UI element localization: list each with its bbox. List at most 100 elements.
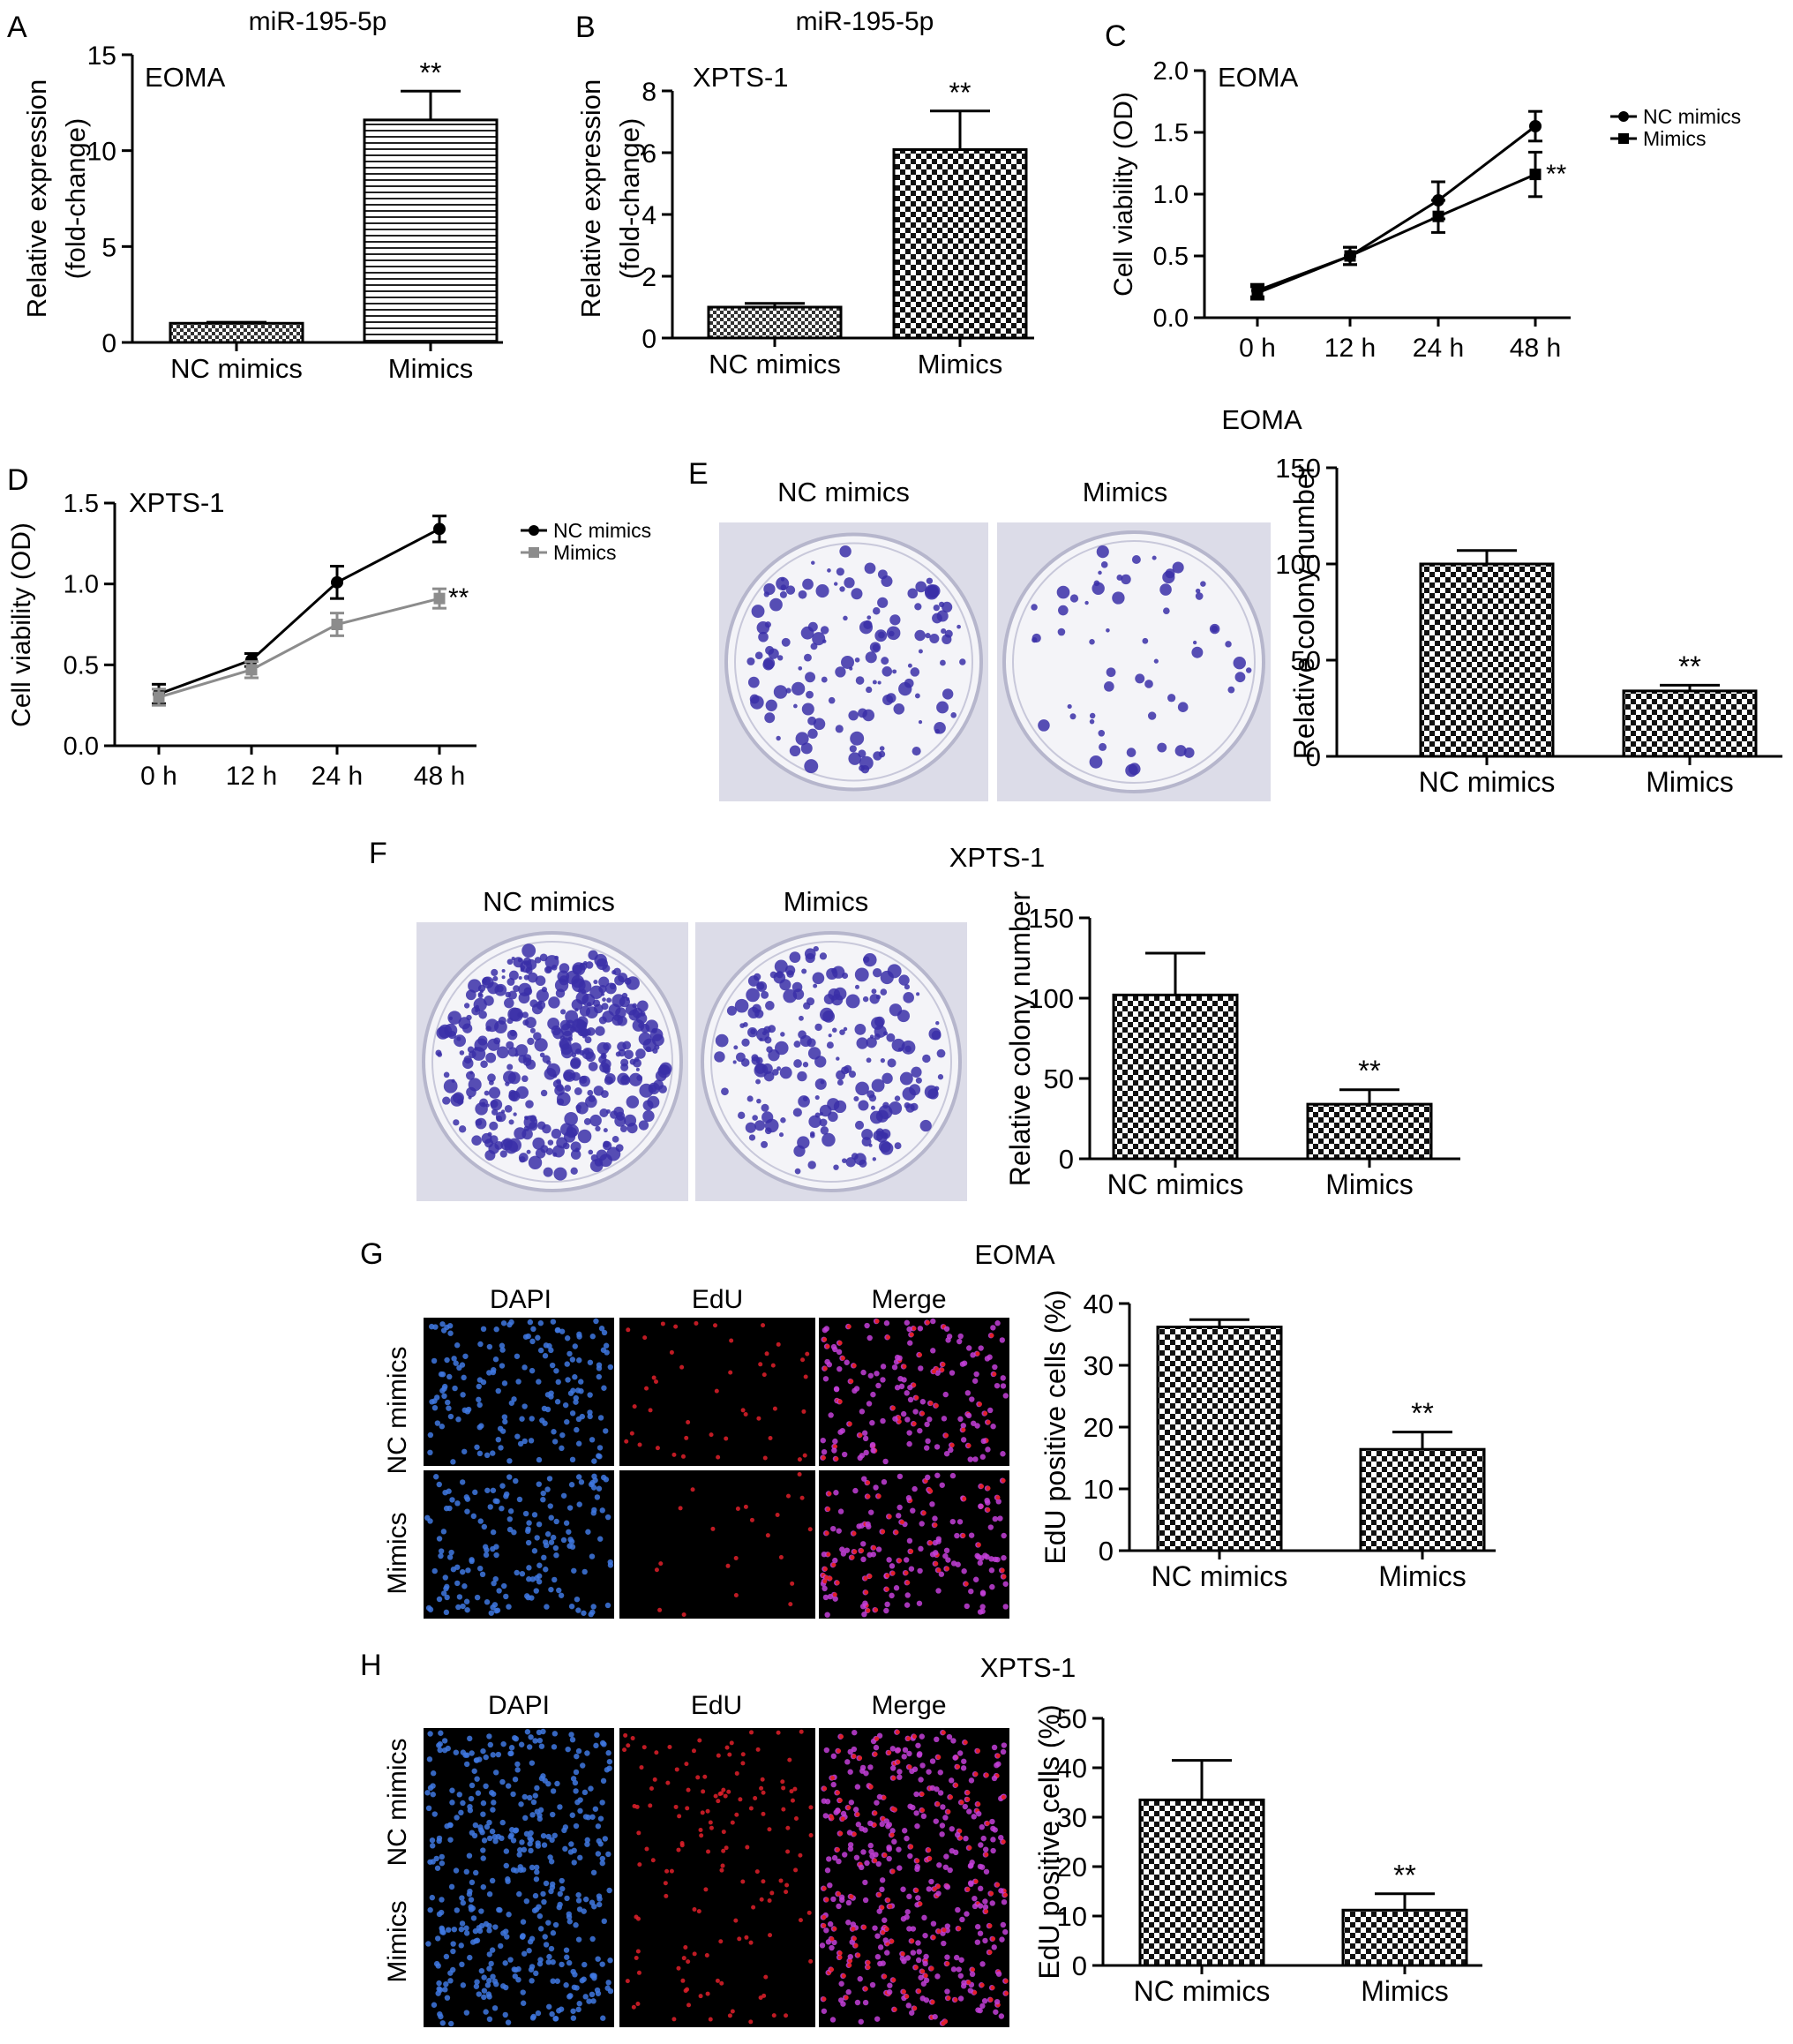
cell-nucleus <box>436 1742 442 1748</box>
colony <box>501 969 506 973</box>
cell-nucleus <box>671 2017 677 2022</box>
cell-nucleus <box>545 1833 551 1840</box>
colony <box>605 1108 611 1114</box>
cell-nucleus <box>933 1818 939 1824</box>
legend-marker <box>1618 111 1629 122</box>
cell-nucleus <box>531 1512 538 1518</box>
colony <box>484 996 494 1006</box>
cell-nucleus <box>573 1788 579 1794</box>
colony <box>714 1051 725 1063</box>
cell-nucleus <box>686 1787 691 1792</box>
cell-nucleus <box>557 1804 563 1810</box>
cell-nucleus <box>499 1778 506 1785</box>
cell-nucleus <box>685 1806 690 1811</box>
cell-nucleus <box>845 1920 851 1926</box>
colony <box>916 992 920 996</box>
cell-nucleus <box>823 1326 830 1332</box>
cell-nucleus <box>920 1980 927 1987</box>
colony <box>814 1078 827 1090</box>
edu-positive-nucleus <box>973 1771 979 1777</box>
colony <box>845 994 860 1009</box>
cell-nucleus <box>942 1864 949 1870</box>
cell-nucleus <box>827 1882 833 1889</box>
cell-nucleus <box>493 1544 499 1550</box>
colony <box>1126 748 1137 757</box>
edu-positive-nucleus <box>837 1399 843 1404</box>
cell-nucleus <box>443 1953 450 1960</box>
edu-positive-nucleus <box>914 1395 919 1401</box>
colony <box>456 1036 461 1041</box>
cell-nucleus <box>522 1510 529 1517</box>
cell-nucleus <box>476 1401 483 1409</box>
cell-nucleus <box>748 2019 754 2025</box>
cell-nucleus <box>683 1988 688 1994</box>
colony <box>865 651 877 664</box>
cell-nucleus <box>543 1567 549 1573</box>
cell-nucleus <box>830 1896 836 1903</box>
colony <box>753 973 761 981</box>
cell-nucleus <box>845 1988 851 1995</box>
cell-nucleus <box>594 1732 600 1739</box>
cell-nucleus <box>460 1899 467 1906</box>
cell-nucleus <box>944 1988 950 1995</box>
cell-nucleus <box>550 1958 556 1965</box>
cell-nucleus <box>530 2013 536 2020</box>
colony <box>761 1140 769 1148</box>
cell-nucleus <box>939 1482 945 1488</box>
cell-nucleus <box>486 1928 492 1934</box>
cell-nucleus <box>587 1359 594 1365</box>
cell-nucleus <box>533 1588 539 1594</box>
cell-nucleus <box>532 1738 538 1744</box>
cell-nucleus <box>979 1590 987 1597</box>
colony <box>855 1081 869 1096</box>
colony <box>812 972 825 985</box>
colony <box>596 1149 608 1161</box>
edu-positive-nucleus <box>1003 1979 1009 1984</box>
edu-positive-nucleus <box>984 1772 989 1777</box>
cell-nucleus <box>501 1582 507 1589</box>
y-tick-label: 1.0 <box>64 571 99 599</box>
colony <box>764 621 771 628</box>
cell-nucleus <box>445 1745 451 1752</box>
cell-nucleus <box>490 1487 497 1493</box>
cell-nucleus <box>851 1729 858 1736</box>
cell-nucleus <box>910 1950 917 1956</box>
bar <box>1622 689 1758 758</box>
cell-nucleus <box>664 1868 670 1874</box>
cell-nucleus <box>864 1322 870 1329</box>
cell-nucleus <box>562 1401 569 1409</box>
edu-positive-nucleus <box>840 1816 845 1822</box>
cell-nucleus <box>767 1897 772 1903</box>
edu-positive-nucleus <box>847 1963 852 1968</box>
colony <box>482 976 494 988</box>
edu-positive-nucleus <box>971 1967 976 1973</box>
colony <box>593 1086 604 1096</box>
cell-nucleus <box>919 1733 925 1740</box>
edu-positive-nucleus <box>972 1990 978 1995</box>
cell-nucleus <box>781 1807 786 1812</box>
cell-nucleus <box>534 1808 541 1815</box>
cell-nucleus <box>954 1532 960 1539</box>
cell-nucleus <box>1001 1532 1007 1539</box>
cell-nucleus <box>910 1926 917 1932</box>
cell-nucleus <box>837 1997 844 2003</box>
bar <box>1419 562 1555 758</box>
cell-nucleus <box>547 1503 553 1509</box>
colony <box>850 731 865 746</box>
x-tick-label: 24 h <box>311 762 363 791</box>
cell-nucleus <box>950 1966 957 1973</box>
colony <box>527 972 538 983</box>
colony <box>942 688 954 700</box>
cell-nucleus <box>440 1529 447 1535</box>
edu-positive-nucleus <box>984 1909 989 1914</box>
cell-nucleus <box>503 1593 509 1600</box>
cell-nucleus <box>492 1924 499 1930</box>
colony <box>603 1041 611 1051</box>
cell-nucleus <box>824 1867 831 1874</box>
edu-positive-nucleus <box>824 1575 829 1581</box>
cell-nucleus <box>917 1427 923 1434</box>
colony <box>502 1138 513 1148</box>
cell-nucleus <box>987 1407 994 1414</box>
colony <box>1096 545 1109 559</box>
